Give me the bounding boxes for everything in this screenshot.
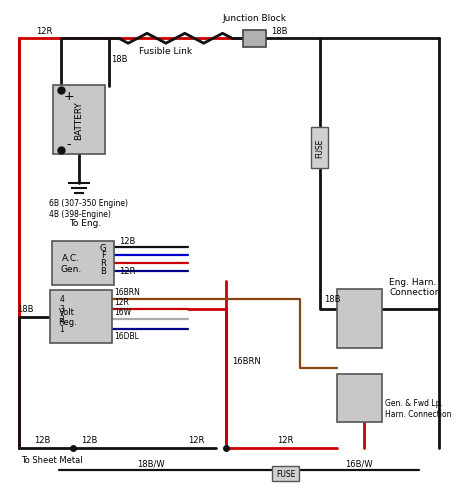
Text: 12R: 12R [188, 435, 204, 444]
Text: 16BRN: 16BRN [232, 356, 261, 365]
Text: F: F [101, 251, 106, 260]
Text: 1: 1 [60, 324, 64, 333]
Text: 4: 4 [60, 295, 64, 304]
Text: 12R: 12R [118, 267, 135, 276]
Text: -: - [67, 138, 71, 151]
FancyBboxPatch shape [244, 31, 266, 48]
Text: To Eng.: To Eng. [69, 219, 101, 228]
Text: 16DBL: 16DBL [114, 331, 138, 340]
FancyBboxPatch shape [50, 291, 112, 343]
Text: B: B [100, 267, 106, 276]
Text: 12R: 12R [114, 298, 128, 307]
Text: 18B: 18B [325, 295, 341, 304]
Text: 2: 2 [60, 315, 64, 324]
FancyBboxPatch shape [337, 290, 382, 348]
Text: To Sheet Metal: To Sheet Metal [21, 455, 83, 464]
Text: BATTERY: BATTERY [74, 101, 83, 140]
Text: 18B: 18B [271, 27, 287, 36]
Text: 16BRN: 16BRN [114, 288, 140, 297]
Text: 12R: 12R [277, 435, 294, 444]
Text: 6B (307-350 Engine)
4B (398-Engine): 6B (307-350 Engine) 4B (398-Engine) [49, 199, 128, 218]
Text: Junction Block: Junction Block [223, 15, 287, 23]
FancyBboxPatch shape [52, 241, 114, 286]
Text: 18B: 18B [17, 305, 34, 314]
Text: 12B: 12B [34, 435, 51, 444]
Text: 12B: 12B [81, 435, 97, 444]
Text: 12B: 12B [118, 236, 135, 245]
Text: 18B: 18B [111, 55, 127, 64]
Text: A.C.
Gen.: A.C. Gen. [60, 254, 82, 273]
Text: R: R [100, 259, 106, 268]
Text: Fusible Link: Fusible Link [139, 47, 192, 56]
Text: 12R: 12R [36, 27, 53, 36]
Text: 16W: 16W [114, 308, 131, 317]
FancyBboxPatch shape [311, 128, 328, 169]
Text: +: + [64, 90, 74, 103]
Text: FUSE: FUSE [276, 469, 295, 478]
Text: Eng. Harn.
Connection: Eng. Harn. Connection [389, 277, 440, 297]
Text: 16B/W: 16B/W [346, 458, 373, 467]
Text: G: G [99, 243, 106, 252]
Text: Volt
Reg.: Volt Reg. [58, 307, 76, 327]
Text: 18B/W: 18B/W [137, 458, 164, 467]
Text: FUSE: FUSE [315, 139, 324, 158]
FancyBboxPatch shape [337, 374, 382, 423]
Text: 3: 3 [60, 305, 64, 314]
Text: Gen. & Fwd Lp.
Harn. Connection: Gen. & Fwd Lp. Harn. Connection [385, 399, 452, 418]
FancyBboxPatch shape [272, 466, 299, 481]
FancyBboxPatch shape [53, 86, 105, 155]
